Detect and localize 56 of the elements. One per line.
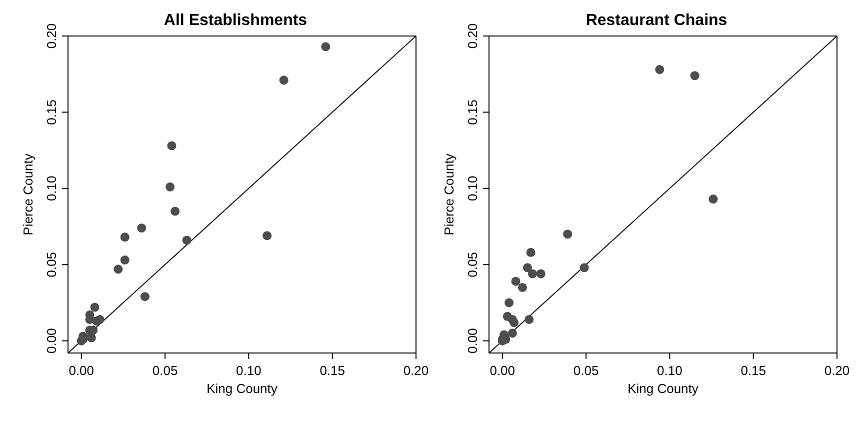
point (522, 263, 532, 272)
point (167, 141, 176, 150)
x-tick-label: 0.15 (320, 363, 345, 378)
y-tick-label: 0.00 (44, 328, 59, 354)
y-axis-title: Pierce County (20, 153, 36, 236)
chart-title: All Establishments (162, 12, 308, 30)
point (92, 316, 101, 326)
x-tick-label: 0.20 (824, 363, 850, 378)
y-tick-label: 0.15 (44, 100, 59, 125)
y-tick-label: 0.05 (465, 252, 480, 278)
point (504, 298, 514, 308)
point (120, 256, 130, 265)
point (262, 231, 272, 240)
point (655, 65, 664, 74)
point (518, 282, 527, 292)
point (140, 292, 150, 302)
y-axis-title: Pierce County (442, 153, 457, 236)
x-tick-label: 0.10 (236, 363, 262, 378)
point (536, 269, 546, 278)
point (279, 76, 288, 85)
point (563, 230, 572, 239)
point (508, 328, 517, 338)
point (708, 194, 718, 204)
y-tick-label: 0.10 (465, 176, 480, 202)
point (90, 302, 100, 312)
point (170, 206, 180, 216)
point (526, 248, 536, 257)
x-axis-title: King County (628, 381, 699, 396)
point (182, 236, 192, 245)
point (114, 264, 123, 274)
chart-title: Restaurant Chains (584, 12, 728, 30)
y-tick-label: 0.10 (44, 176, 59, 202)
point (137, 224, 146, 233)
x-tick-label: 0.00 (68, 363, 94, 378)
x-tick-label: 0.15 (740, 363, 766, 378)
y-tick-label: 0.20 (44, 23, 59, 49)
x-tick-label: 0.05 (573, 363, 599, 378)
point (524, 314, 534, 324)
x-axis-title: King County (206, 381, 278, 396)
x-tick-label: 0.10 (657, 363, 682, 378)
point (690, 71, 700, 80)
y-tick-label: 0.05 (44, 252, 59, 278)
y-tick-label: 0.00 (465, 328, 480, 354)
point (580, 263, 589, 272)
point (120, 232, 130, 242)
x-tick-label: 0.00 (490, 363, 516, 378)
point (321, 42, 330, 52)
point (510, 318, 519, 328)
x-tick-label: 0.05 (152, 363, 178, 378)
point (86, 333, 96, 342)
y-tick-label: 0.15 (465, 100, 480, 125)
point (166, 182, 175, 192)
x-tick-label: 0.20 (403, 363, 429, 378)
point (511, 276, 520, 286)
y-tick-label: 0.20 (465, 23, 480, 49)
point (528, 269, 538, 278)
